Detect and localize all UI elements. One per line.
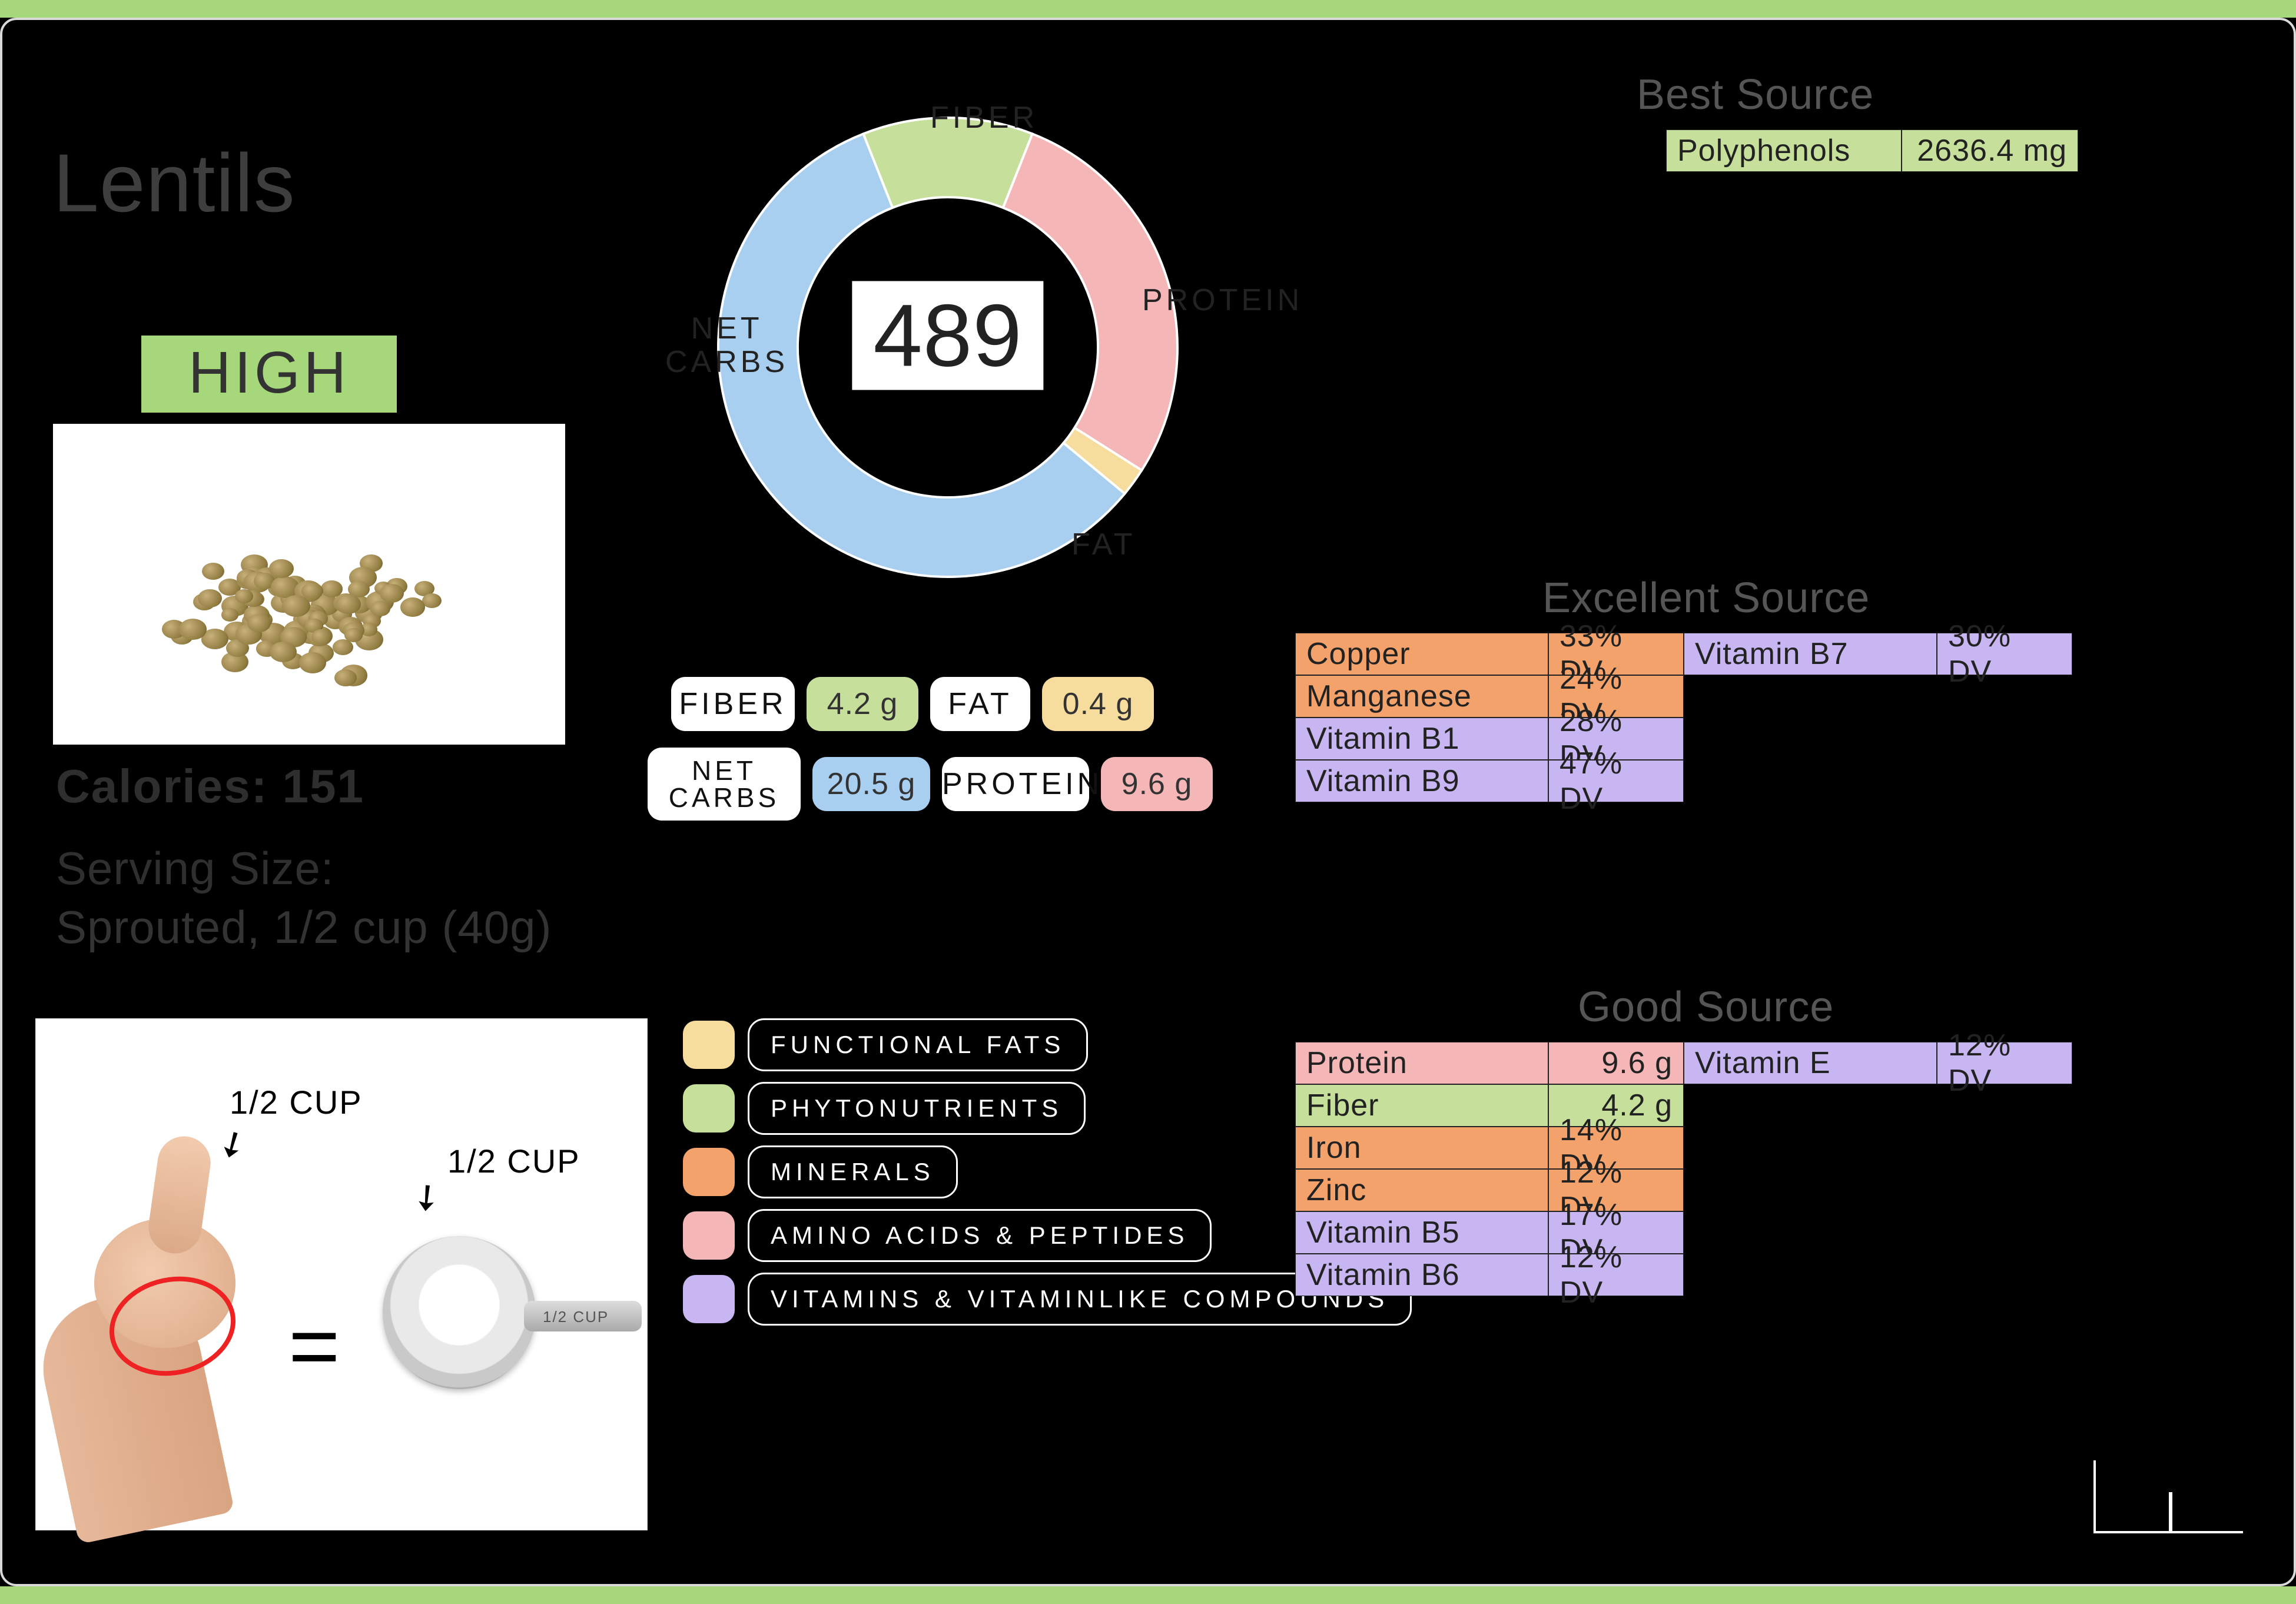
source-name: Vitamin B7: [1684, 633, 1937, 675]
legend-swatch: [683, 1275, 735, 1323]
serving-illustration: ➘ 1/2 CUP = 1/2 CUP ➘ 1/2 CUP: [35, 1018, 648, 1530]
donut-center-value: 489: [852, 281, 1043, 390]
source-name: Vitamin B5: [1295, 1211, 1548, 1254]
legend-swatch: [683, 1084, 735, 1133]
macro-row: FIBER4.2 gFAT0.4 g: [671, 677, 1154, 731]
source-name: Protein: [1295, 1042, 1548, 1084]
donut-label: NETCARBS: [665, 312, 788, 379]
legend-label: AMINO ACIDS & PEPTIDES: [748, 1209, 1212, 1262]
source-name: Zinc: [1295, 1169, 1548, 1211]
serving-size-label: Serving Size:: [56, 842, 334, 895]
cup-inner-label: 1/2 CUP: [543, 1308, 609, 1326]
legend-swatch: [683, 1021, 735, 1069]
macro-value: 0.4 g: [1042, 677, 1154, 731]
source-value: 47% DV: [1548, 760, 1684, 802]
legend-label: FUNCTIONAL FATS: [748, 1018, 1088, 1071]
legend-label: PHYTONUTRIENTS: [748, 1082, 1086, 1135]
source-name: Copper: [1295, 633, 1548, 675]
serving-size-value: Sprouted, 1/2 cup (40g): [56, 901, 552, 954]
macro-donut-chart: 489 FIBERPROTEINFATNETCARBS: [683, 71, 1213, 600]
macro-label: PROTEIN: [942, 757, 1089, 811]
arrow-icon: ➘: [402, 1173, 453, 1223]
donut-label: PROTEIN: [1142, 283, 1303, 318]
source-name: Vitamin B1: [1295, 718, 1548, 760]
source-value: 12% DV: [1937, 1042, 2072, 1084]
calories-subtitle: Calories: 151: [56, 759, 364, 813]
high-badge: HIGH: [141, 336, 397, 413]
corner-tick: [2169, 1492, 2172, 1533]
equals-sign: =: [288, 1295, 341, 1397]
macro-value: 4.2 g: [807, 677, 918, 731]
good-source-title: Good Source: [1578, 983, 1834, 1031]
measuring-cup-icon: [383, 1236, 536, 1389]
legend-label: MINERALS: [748, 1145, 958, 1198]
macro-value: 9.6 g: [1101, 757, 1213, 811]
source-name: Fiber: [1295, 1084, 1548, 1127]
macro-label: FIBER: [671, 677, 795, 731]
source-value: 9.6 g: [1548, 1042, 1684, 1084]
donut-label: FAT: [1071, 527, 1136, 562]
macro-value: 20.5 g: [812, 757, 930, 811]
source-name: Iron: [1295, 1127, 1548, 1169]
source-name: Vitamin B9: [1295, 760, 1548, 802]
source-name: Vitamin B6: [1295, 1254, 1548, 1296]
source-value: 30% DV: [1937, 633, 2072, 675]
excellent-source-title: Excellent Source: [1542, 574, 1870, 622]
macro-row: NETCARBS20.5 gPROTEIN9.6 g: [648, 748, 1213, 821]
accent-bar-bottom: [0, 1586, 2296, 1604]
legend-row: FUNCTIONAL FATS: [683, 1018, 1088, 1071]
macro-label: FAT: [930, 677, 1030, 731]
food-photo: [53, 424, 565, 745]
legend-row: PHYTONUTRIENTS: [683, 1082, 1086, 1135]
corner-axis: [2093, 1460, 2243, 1533]
source-value: 12% DV: [1548, 1254, 1684, 1296]
legend-swatch: [683, 1148, 735, 1196]
macro-label: NETCARBS: [648, 748, 801, 821]
accent-bar-top: [0, 0, 2296, 18]
legend-row: MINERALS: [683, 1145, 958, 1198]
best-source-title: Best Source: [1637, 71, 1874, 119]
source-name: Manganese: [1295, 675, 1548, 718]
legend-row: AMINO ACIDS & PEPTIDES: [683, 1209, 1212, 1262]
source-name: Polyphenols: [1666, 129, 1902, 172]
page-title: Lentils: [53, 135, 296, 231]
donut-label: FIBER: [930, 100, 1038, 135]
source-name: Vitamin E: [1684, 1042, 1937, 1084]
legend-swatch: [683, 1211, 735, 1260]
cup-caption: 1/2 CUP: [447, 1142, 580, 1180]
thumb-caption: 1/2 CUP: [230, 1083, 363, 1121]
source-value: 2636.4 mg: [1902, 129, 2078, 172]
